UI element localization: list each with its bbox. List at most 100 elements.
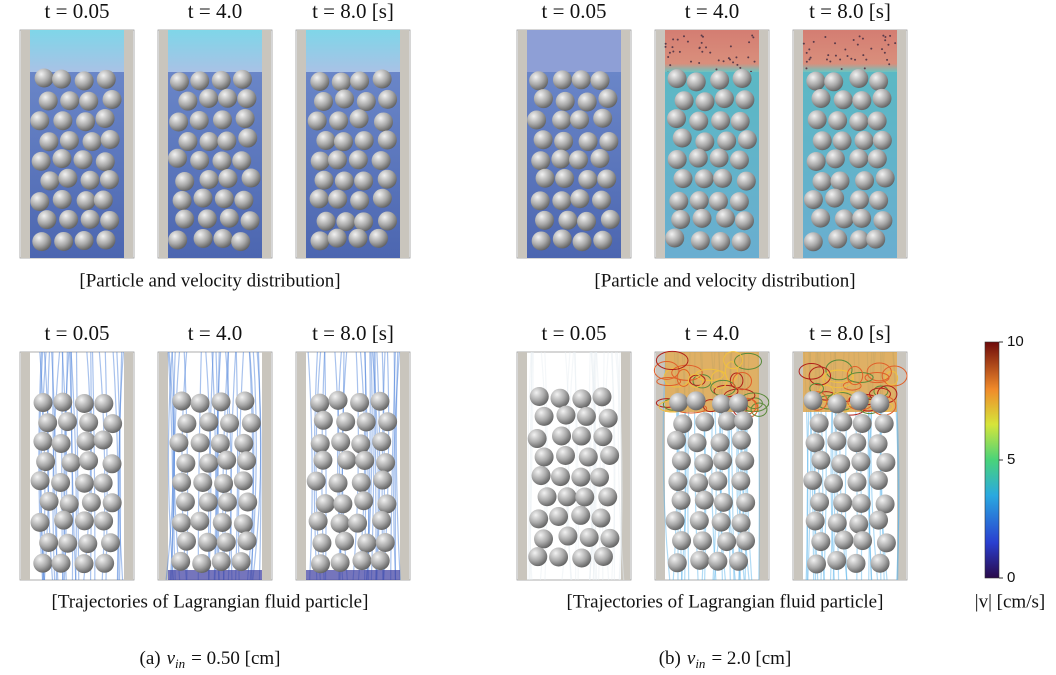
particle	[316, 494, 335, 513]
particle	[708, 472, 727, 491]
particle	[75, 474, 94, 493]
particle	[813, 172, 832, 191]
particle	[40, 171, 59, 190]
particle	[30, 192, 49, 211]
particle	[850, 190, 869, 209]
particle	[234, 514, 253, 533]
particle	[377, 494, 396, 513]
particle	[807, 554, 826, 573]
particle	[168, 149, 187, 168]
particle	[39, 92, 58, 111]
tracer	[669, 64, 671, 66]
particle	[558, 211, 577, 230]
particle	[354, 491, 373, 510]
particle	[852, 494, 871, 513]
particle	[35, 69, 54, 88]
particle	[551, 467, 570, 486]
particle	[211, 434, 230, 453]
particle	[100, 170, 119, 189]
particle	[355, 131, 374, 150]
tracer	[857, 44, 859, 46]
particle	[827, 551, 846, 570]
particle	[713, 169, 732, 188]
particle	[103, 493, 122, 512]
particle	[75, 71, 94, 90]
particle	[94, 394, 113, 413]
particle	[528, 429, 547, 448]
particle	[668, 472, 687, 491]
panel: t = 0.05t = 4.0t = 8.0 [s][Particle and …	[517, 0, 907, 291]
particle	[535, 407, 554, 426]
particle	[215, 189, 234, 208]
particle	[804, 232, 823, 251]
tracer	[683, 35, 685, 37]
tracer	[687, 41, 689, 43]
particle	[667, 431, 686, 450]
particle	[869, 471, 888, 490]
particle	[593, 231, 612, 250]
particle	[233, 70, 252, 89]
particle	[175, 172, 194, 191]
particle	[176, 492, 195, 511]
particle	[169, 112, 188, 131]
particle	[75, 554, 94, 573]
particle	[594, 547, 613, 566]
caption-part: (b)	[659, 648, 681, 669]
particle	[61, 453, 80, 472]
tracer	[829, 60, 831, 62]
particle	[193, 473, 212, 492]
particle	[378, 212, 397, 231]
particle	[60, 91, 79, 110]
particle	[373, 189, 392, 208]
colorbar-tick-label: 5	[1007, 451, 1015, 468]
particle	[578, 92, 597, 111]
figure: t = 0.05t = 4.0t = 8.0 [s][Particle and …	[0, 0, 1056, 675]
particle	[372, 432, 391, 451]
particle	[598, 89, 617, 108]
particle	[733, 69, 752, 88]
particle	[315, 171, 334, 190]
particle	[81, 171, 100, 190]
particle	[172, 473, 191, 492]
particle	[235, 392, 254, 411]
particle	[75, 511, 94, 530]
particle	[672, 451, 691, 470]
tracer	[690, 61, 692, 63]
particle	[310, 189, 329, 208]
tracer	[732, 61, 734, 63]
particle	[835, 209, 854, 228]
particle	[731, 112, 750, 131]
particle	[78, 534, 97, 553]
particle	[349, 229, 368, 248]
particle	[312, 533, 331, 552]
particle	[369, 229, 388, 248]
particle	[711, 433, 730, 452]
particle	[827, 432, 846, 451]
particle	[535, 448, 554, 467]
particle	[529, 71, 548, 90]
particle	[352, 473, 371, 492]
particle	[599, 409, 618, 428]
particle	[868, 111, 887, 130]
particle	[94, 512, 113, 531]
particle	[570, 189, 589, 208]
tracer	[679, 51, 681, 53]
particle	[549, 507, 568, 526]
particle	[333, 494, 352, 513]
particle	[350, 191, 369, 210]
particle	[212, 71, 231, 90]
tracer	[701, 51, 703, 53]
particle	[675, 91, 694, 110]
particle	[101, 130, 120, 149]
particle	[314, 92, 333, 111]
particle	[378, 412, 397, 431]
particle	[337, 451, 356, 470]
particle	[213, 229, 232, 248]
particle	[378, 90, 397, 109]
particle	[810, 493, 829, 512]
particle	[804, 190, 823, 209]
particle	[713, 451, 732, 470]
wall	[297, 352, 306, 580]
particle	[101, 533, 120, 552]
caption-part: in	[695, 656, 705, 671]
